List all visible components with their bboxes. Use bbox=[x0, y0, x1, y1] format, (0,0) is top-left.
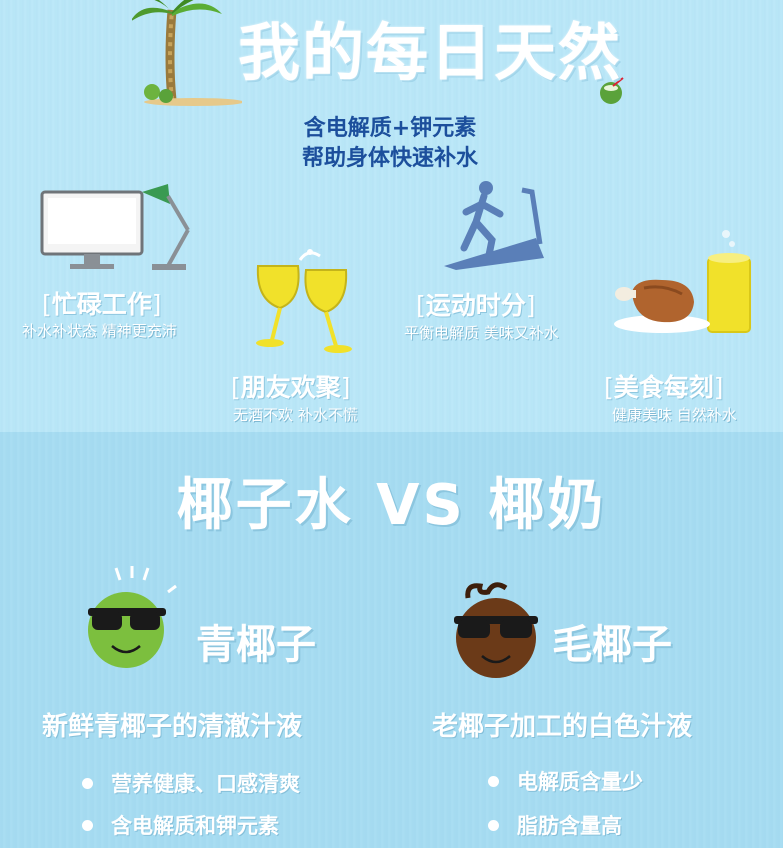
occasion-desc-sports: 平衡电解质 美味又补水 bbox=[404, 324, 559, 342]
bracket-right: ] bbox=[340, 373, 351, 402]
bracket-left: [ bbox=[416, 291, 426, 320]
brown-coconut-icon bbox=[454, 582, 538, 678]
occasion-desc-friends: 无酒不欢 补水不慌 bbox=[233, 406, 358, 424]
subtitle-line-1: 含电解质+钾元素 bbox=[303, 116, 477, 141]
green-coconut-bullet: 营养健康、口感清爽 bbox=[82, 768, 300, 798]
occasion-desc-food: 健康美味 自然补水 bbox=[612, 406, 737, 424]
bracket-right: ] bbox=[525, 291, 536, 320]
occasion-label-text: 运动时分 bbox=[425, 291, 526, 320]
green-coconut-desc: 新鲜青椰子的清澈汁液 bbox=[42, 712, 303, 742]
bullet-text: 电解质含量少 bbox=[517, 770, 643, 794]
treadmill-runner-icon bbox=[444, 181, 544, 270]
green-coconut-icon bbox=[88, 566, 177, 668]
cheers-glasses-icon bbox=[256, 249, 352, 353]
occasion-label-text: 忙碌工作 bbox=[51, 290, 152, 319]
occasion-label-friends: [朋友欢聚] bbox=[231, 368, 351, 404]
bullet-dot bbox=[488, 775, 499, 787]
computer-lamp-icon bbox=[40, 184, 190, 270]
meat-drink-icon bbox=[614, 230, 751, 333]
bullet-text: 含电解质和钾元素 bbox=[111, 814, 279, 838]
bracket-left: [ bbox=[231, 373, 241, 402]
bracket-left: [ bbox=[42, 290, 52, 319]
occasion-label-text: 朋友欢聚 bbox=[240, 373, 341, 402]
brown-coconut-desc: 老椰子加工的白色汁液 bbox=[432, 712, 693, 742]
brown-coconut-bullet: 电解质含量少 bbox=[488, 766, 643, 796]
bullet-dot bbox=[82, 819, 93, 831]
occasion-label-work: [忙碌工作] bbox=[42, 285, 162, 321]
palm-tree-icon bbox=[132, 0, 242, 106]
occasion-label-text: 美食每刻 bbox=[613, 373, 714, 402]
brown-coconut-bullet: 脂肪含量高 bbox=[488, 810, 622, 840]
bullet-dot bbox=[488, 819, 499, 831]
bracket-right: ] bbox=[713, 373, 724, 402]
comparison-heading: 椰子水 VS 椰奶 bbox=[176, 473, 607, 538]
bullet-text: 营养健康、口感清爽 bbox=[111, 772, 300, 796]
bullet-dot bbox=[82, 777, 93, 789]
bullet-text: 脂肪含量高 bbox=[517, 814, 622, 838]
bracket-left: [ bbox=[604, 373, 614, 402]
bracket-right: ] bbox=[151, 290, 162, 319]
occasion-label-food: [美食每刻] bbox=[604, 368, 724, 404]
brown-coconut-name: 毛椰子 bbox=[552, 622, 672, 668]
subtitle-line-2: 帮助身体快速补水 bbox=[301, 146, 478, 171]
green-coconut-bullet: 含电解质和钾元素 bbox=[82, 810, 279, 840]
page-title: 我的每日天然 bbox=[237, 16, 622, 89]
occasion-label-sports: [运动时分] bbox=[416, 286, 536, 322]
coconut-drink-icon bbox=[600, 77, 624, 104]
occasion-desc-work: 补水补状态 精神更充沛 bbox=[22, 322, 177, 340]
green-coconut-name: 青椰子 bbox=[196, 622, 316, 668]
